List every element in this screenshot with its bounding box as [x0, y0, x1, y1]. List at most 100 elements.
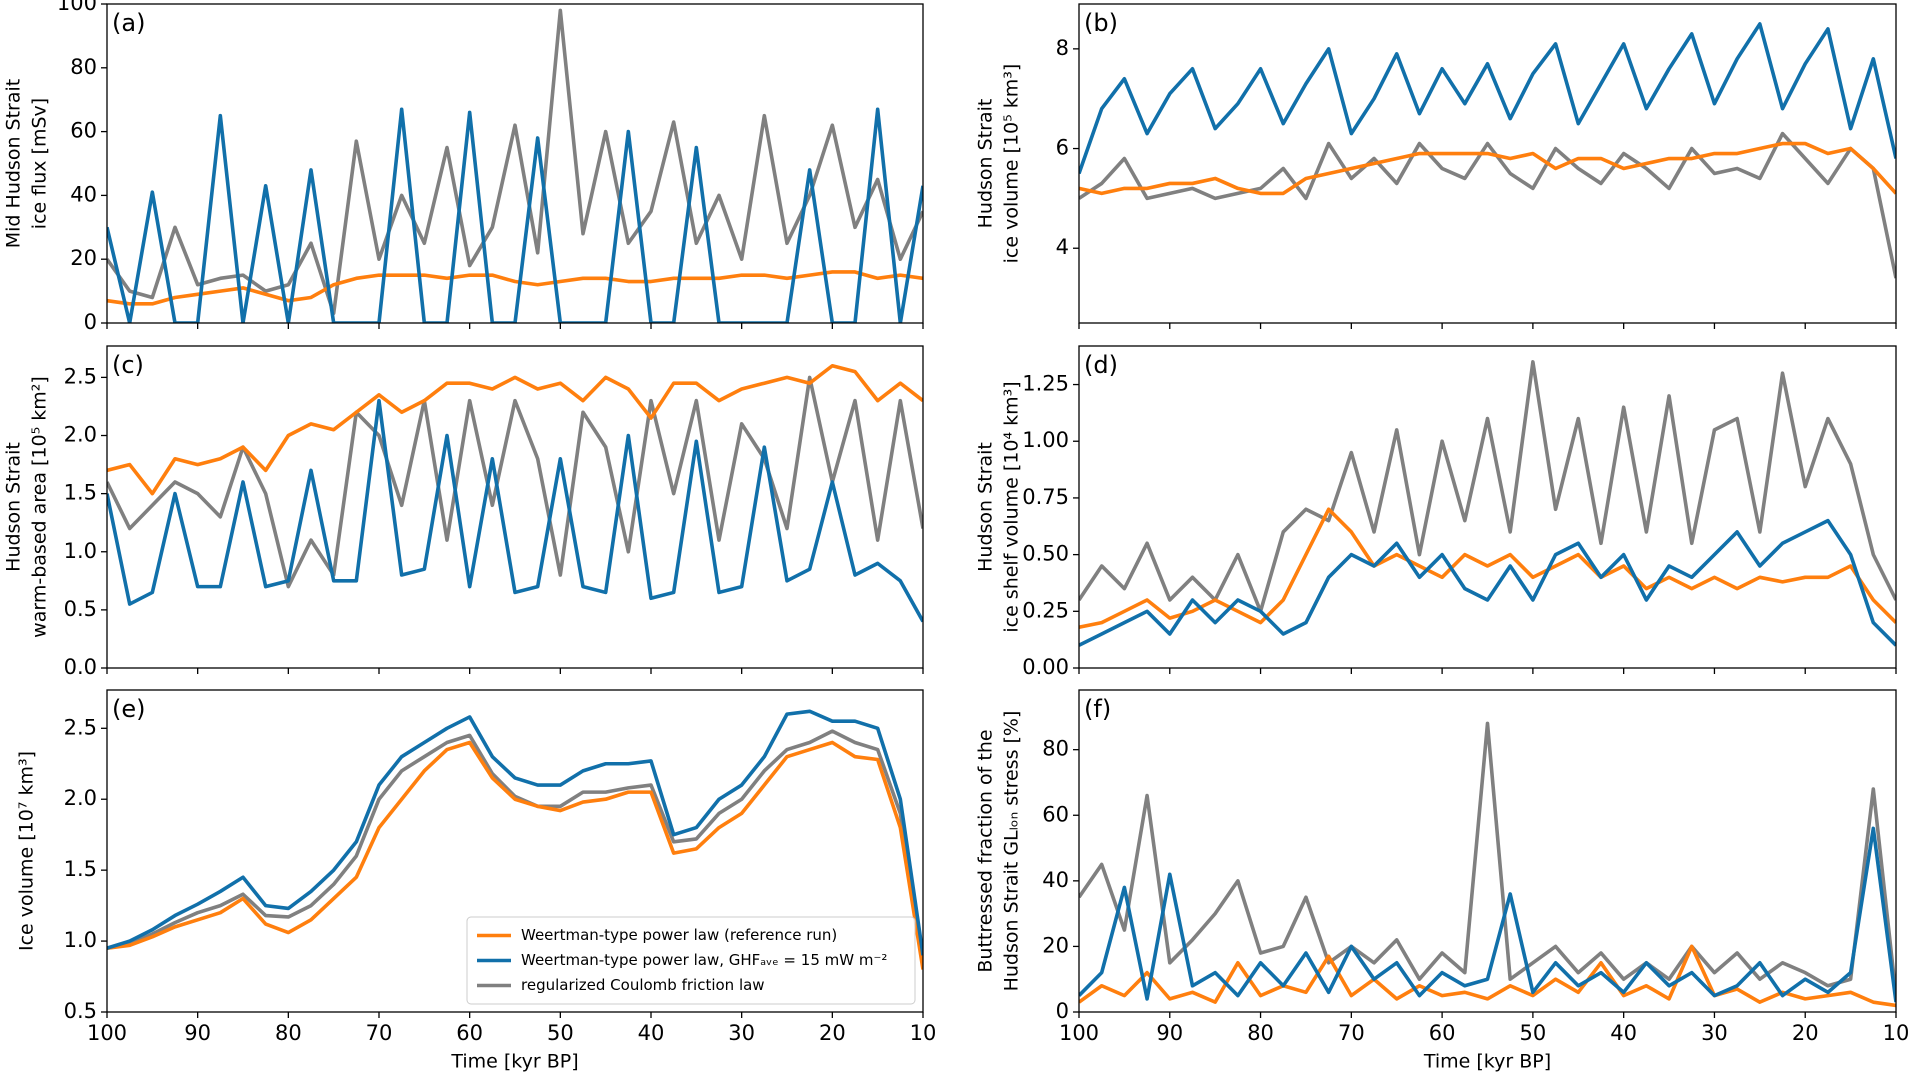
- y-tick-label: 0.25: [1022, 598, 1069, 622]
- axes-frame: [106, 345, 924, 669]
- y-tick-label: 0.0: [64, 655, 97, 679]
- y-tick-label: 2.0: [64, 423, 97, 447]
- data-line: [1079, 131, 1896, 279]
- y-tick-label: 80: [1042, 737, 1069, 761]
- x-tick-label: 10: [910, 1021, 937, 1045]
- x-axis-label: Time [kyr BP]: [450, 1051, 578, 1072]
- x-tick-label: 90: [184, 1021, 211, 1045]
- y-tick-label: 60: [1042, 802, 1069, 826]
- axes-frame: [1078, 345, 1897, 669]
- data-line: [107, 729, 923, 963]
- panel-label: (f): [1084, 695, 1111, 723]
- data-line: [107, 270, 923, 306]
- axes-frame: [1078, 3, 1897, 324]
- y-tick-label: 40: [70, 182, 97, 206]
- data-line: [1079, 141, 1896, 196]
- panel-label: (d): [1084, 351, 1118, 379]
- plot-area: [107, 363, 923, 623]
- plot-area: [1079, 360, 1896, 647]
- legend-label: Weertman-type power law, GHFₐᵥₑ = 15 mW …: [521, 951, 887, 969]
- y-tick-label: 2.5: [64, 715, 97, 739]
- x-tick-label: 30: [728, 1021, 755, 1045]
- y-tick-label: 0.00: [1022, 655, 1069, 679]
- y-tick-label: 2.0: [64, 786, 97, 810]
- data-line: [1079, 944, 1896, 1008]
- y-axis-label: Hudson Strait: [975, 442, 997, 572]
- y-tick-label: 100: [57, 0, 97, 15]
- y-tick-label: 0.75: [1022, 485, 1069, 509]
- x-tick-label: 40: [1610, 1021, 1637, 1045]
- plot-area: [107, 709, 923, 970]
- y-axis-label: Buttressed fraction of the: [975, 729, 997, 972]
- y-axis-label: ice shelf volume [10⁴ km³]: [1001, 381, 1023, 632]
- data-line: [107, 375, 923, 589]
- y-axis-label: Hudson Strait GLₗₒₙ stress [%]: [1001, 711, 1023, 992]
- y-axis-label: Hudson Strait: [3, 442, 25, 572]
- x-tick-label: 100: [87, 1021, 127, 1045]
- y-tick-label: 40: [1042, 868, 1069, 892]
- legend-label: Weertman-type power law (reference run): [521, 926, 837, 944]
- y-tick-label: 1.0: [64, 539, 97, 563]
- y-axis-label: Mid Hudson Strait: [3, 79, 25, 248]
- y-tick-label: 20: [70, 246, 97, 270]
- y-tick-label: 20: [1042, 933, 1069, 957]
- y-tick-label: 1.5: [64, 481, 97, 505]
- plot-area: [1079, 22, 1896, 279]
- x-tick-label: 70: [1338, 1021, 1365, 1045]
- x-tick-label: 50: [547, 1021, 574, 1045]
- panel-label: (e): [112, 695, 146, 723]
- y-axis-label: ice flux [mSv]: [29, 98, 51, 229]
- plot-area: [1079, 721, 1896, 1008]
- plot-area: [107, 8, 923, 323]
- y-tick-label: 0: [84, 310, 97, 334]
- x-tick-label: 80: [1247, 1021, 1274, 1045]
- x-tick-label: 20: [819, 1021, 846, 1045]
- axes-frame: [106, 3, 924, 324]
- data-line: [1079, 360, 1896, 614]
- y-axis-label: ice volume [10⁵ km³]: [1001, 64, 1023, 264]
- data-line: [1079, 721, 1896, 996]
- x-tick-label: 20: [1792, 1021, 1819, 1045]
- x-tick-label: 100: [1059, 1021, 1099, 1045]
- x-tick-label: 10: [1883, 1021, 1910, 1045]
- y-tick-label: 0: [1056, 999, 1069, 1023]
- y-tick-label: 1.25: [1022, 372, 1069, 396]
- x-axis-label: Time [kyr BP]: [1423, 1051, 1551, 1072]
- x-tick-label: 90: [1156, 1021, 1183, 1045]
- data-line: [107, 740, 923, 970]
- x-tick-label: 40: [638, 1021, 665, 1045]
- data-line: [1079, 507, 1896, 629]
- y-tick-label: 1.5: [64, 857, 97, 881]
- data-line: [107, 709, 923, 956]
- panel-label: (a): [112, 9, 145, 37]
- axes-frame: [106, 689, 924, 1013]
- y-tick-label: 80: [70, 55, 97, 79]
- axes-frame: [1078, 689, 1897, 1013]
- y-axis-label: Ice volume [10⁷ km³]: [16, 751, 38, 951]
- data-line: [1079, 826, 1896, 1003]
- y-tick-label: 1.0: [64, 928, 97, 952]
- y-axis-label: Hudson Strait: [975, 99, 997, 229]
- y-tick-label: 0.5: [64, 999, 97, 1023]
- data-line: [107, 8, 923, 316]
- y-tick-label: 60: [70, 119, 97, 143]
- x-tick-label: 50: [1520, 1021, 1547, 1045]
- legend-box: [466, 916, 916, 1005]
- data-line: [107, 398, 923, 623]
- x-tick-label: 30: [1701, 1021, 1728, 1045]
- data-line: [1079, 518, 1896, 647]
- y-tick-label: 4: [1056, 235, 1069, 259]
- x-tick-label: 60: [456, 1021, 483, 1045]
- panel-label: (c): [112, 351, 144, 379]
- y-tick-label: 2.5: [64, 364, 97, 388]
- x-tick-label: 70: [366, 1021, 393, 1045]
- y-tick-label: 8: [1056, 36, 1069, 60]
- y-axis-label: warm-based area [10⁵ km²]: [29, 376, 51, 638]
- x-tick-label: 80: [275, 1021, 302, 1045]
- data-line: [107, 363, 923, 496]
- x-tick-label: 60: [1429, 1021, 1456, 1045]
- y-tick-label: 0.50: [1022, 542, 1069, 566]
- legend-label: regularized Coulomb friction law: [521, 976, 765, 994]
- data-line: [1079, 22, 1896, 175]
